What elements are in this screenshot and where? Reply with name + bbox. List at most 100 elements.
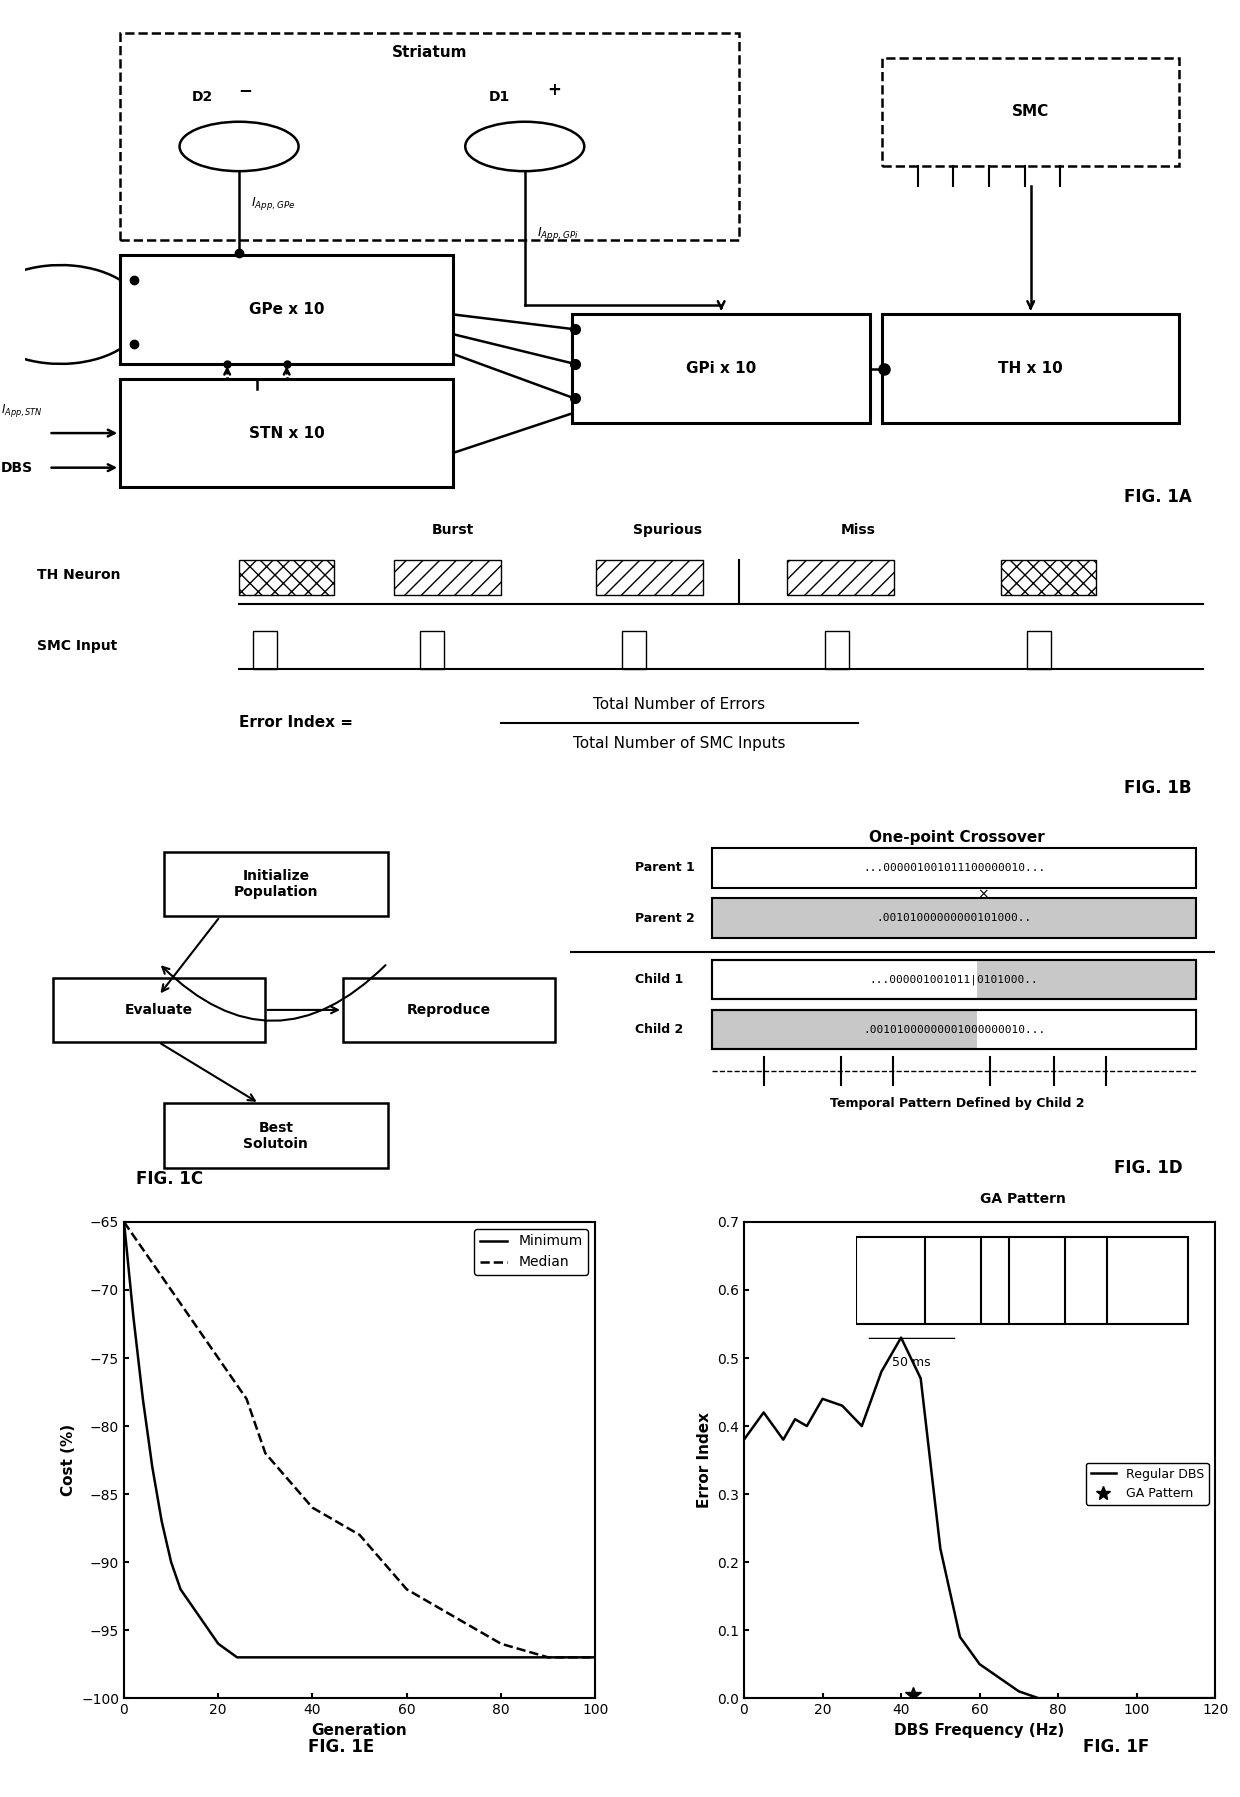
Bar <box>622 631 646 668</box>
Bar <box>120 255 454 363</box>
Text: SMC Input: SMC Input <box>37 638 117 652</box>
Text: GPe x 10: GPe x 10 <box>249 302 325 316</box>
Minimum <box>201 1619 216 1641</box>
Bar <box>420 631 444 668</box>
Text: TH x 10: TH x 10 <box>998 361 1063 376</box>
Median <box>117 1211 131 1233</box>
Bar <box>882 58 1179 165</box>
Text: Miss: Miss <box>841 523 875 537</box>
Line: Minimum: Minimum <box>124 1222 595 1657</box>
Median <box>135 1238 150 1260</box>
Median <box>239 1387 254 1409</box>
Regular DBS <box>835 1394 849 1416</box>
Text: D1: D1 <box>489 90 511 104</box>
Bar <box>712 1010 1195 1049</box>
Bar <box>712 1010 1195 1049</box>
Regular DBS <box>756 1402 771 1423</box>
Regular DBS <box>815 1387 830 1409</box>
Text: FIG. 1A: FIG. 1A <box>1123 489 1192 507</box>
Text: Best
Solutoin: Best Solutoin <box>243 1121 309 1150</box>
Regular DBS <box>737 1429 751 1450</box>
Text: One-point Crossover: One-point Crossover <box>869 830 1045 845</box>
Text: D2: D2 <box>191 90 213 104</box>
Minimum <box>305 1646 320 1668</box>
Median <box>164 1279 179 1301</box>
Regular DBS <box>1012 1680 1027 1702</box>
Text: Total Number of SMC Inputs: Total Number of SMC Inputs <box>573 737 786 751</box>
Legend: Minimum, Median: Minimum, Median <box>474 1229 588 1274</box>
Text: Error Index =: Error Index = <box>239 715 353 730</box>
Minimum <box>399 1646 414 1668</box>
Circle shape <box>465 122 584 171</box>
Minimum <box>258 1646 273 1668</box>
Median <box>399 1578 414 1599</box>
Bar <box>573 314 870 424</box>
Regular DBS <box>787 1409 802 1430</box>
Text: Child 2: Child 2 <box>635 1022 683 1037</box>
Text: +: + <box>548 81 562 99</box>
Minimum <box>588 1646 603 1668</box>
Bar <box>977 1010 1195 1049</box>
Bar <box>786 559 894 595</box>
Bar <box>1027 631 1052 668</box>
Median <box>305 1497 320 1518</box>
Bar <box>1001 559 1096 595</box>
Text: GPi x 10: GPi x 10 <box>686 361 756 376</box>
Bar <box>239 559 335 595</box>
Regular DBS <box>932 1538 947 1560</box>
Regular DBS <box>1168 1687 1183 1709</box>
Text: FIG. 1E: FIG. 1E <box>308 1738 374 1756</box>
Bar <box>52 978 265 1042</box>
Text: ...000001001011100000010...: ...000001001011100000010... <box>863 863 1045 873</box>
Bar <box>120 32 739 241</box>
Legend: Regular DBS, GA Pattern: Regular DBS, GA Pattern <box>1086 1463 1209 1506</box>
Minimum <box>145 1456 160 1477</box>
Minimum <box>329 1646 343 1668</box>
Regular DBS <box>913 1368 928 1389</box>
Bar <box>253 631 278 668</box>
Median <box>281 1470 296 1492</box>
Text: Parent 1: Parent 1 <box>635 861 694 875</box>
Bar <box>977 960 1195 999</box>
Bar <box>825 631 848 668</box>
Text: Temporal Pattern Defined by Child 2: Temporal Pattern Defined by Child 2 <box>830 1096 1085 1111</box>
Minimum <box>541 1646 556 1668</box>
Median <box>126 1226 141 1247</box>
Median <box>258 1443 273 1465</box>
Text: $I_{App,STN}$: $I_{App,STN}$ <box>1 403 43 419</box>
Median <box>221 1360 236 1382</box>
Minimum <box>376 1646 391 1668</box>
Median <box>201 1333 216 1355</box>
Minimum <box>281 1646 296 1668</box>
Minimum <box>117 1211 131 1233</box>
Median <box>329 1511 343 1533</box>
Text: Child 1: Child 1 <box>635 972 683 987</box>
Median <box>588 1646 603 1668</box>
Regular DBS <box>1208 1687 1223 1709</box>
Median <box>541 1646 556 1668</box>
Median <box>229 1375 244 1396</box>
Bar <box>712 848 1195 888</box>
Circle shape <box>180 122 299 171</box>
Text: ...000001001011|0101000..: ...000001001011|0101000.. <box>869 974 1038 985</box>
Text: Total Number of Errors: Total Number of Errors <box>594 697 765 712</box>
Text: Striatum: Striatum <box>392 45 467 59</box>
Regular DBS <box>1090 1687 1105 1709</box>
Bar <box>165 852 388 916</box>
Median <box>145 1253 160 1274</box>
X-axis label: DBS Frequency (Hz): DBS Frequency (Hz) <box>894 1723 1065 1738</box>
Regular DBS <box>972 1653 987 1675</box>
Median <box>248 1416 263 1438</box>
Median <box>192 1321 207 1342</box>
Text: Burst: Burst <box>433 523 475 537</box>
Bar <box>712 898 1195 938</box>
Text: $I_{App,GPi}$: $I_{App,GPi}$ <box>537 225 578 241</box>
Median <box>211 1348 226 1369</box>
Text: Spurious: Spurious <box>634 523 702 537</box>
Text: Evaluate: Evaluate <box>125 1003 192 1017</box>
Minimum <box>154 1511 169 1533</box>
Bar <box>343 978 556 1042</box>
Minimum <box>494 1646 508 1668</box>
Text: −: − <box>238 81 252 99</box>
Minimum <box>221 1639 236 1660</box>
